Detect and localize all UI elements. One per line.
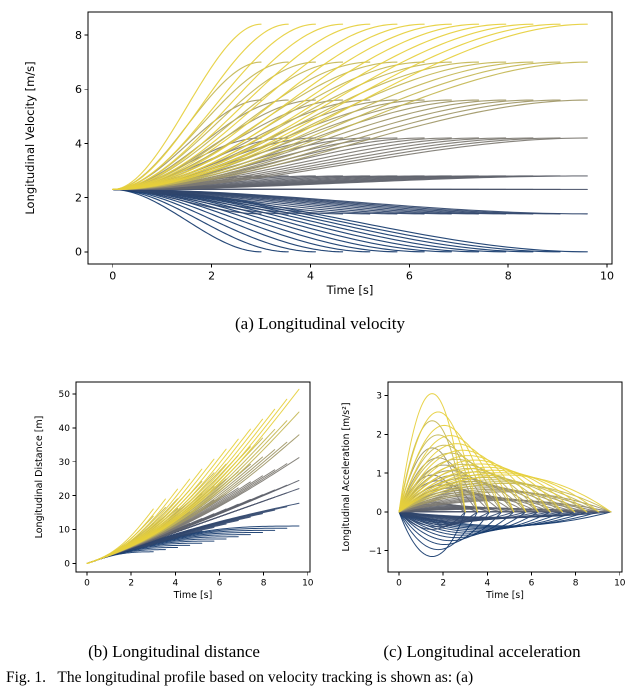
svg-text:8: 8 <box>75 29 82 42</box>
subcaption-a: (a) Longitudinal velocity <box>235 314 405 333</box>
svg-text:6: 6 <box>406 270 413 283</box>
svg-text:8: 8 <box>573 579 579 589</box>
subcaption-b: (b) Longitudinal distance <box>88 642 260 661</box>
longitudinal-velocity-chart: 0 2 4 6 8 10 0 2 4 6 8 Time [s] Longitudinal Velocit… <box>23 11 614 297</box>
figure-caption: Fig. 1. The longitudinal profile based o… <box>6 669 474 686</box>
svg-text:4: 4 <box>484 579 490 589</box>
svg-text:10: 10 <box>614 579 626 589</box>
svg-text:10: 10 <box>600 270 614 283</box>
svg-text:0: 0 <box>376 508 382 518</box>
svg-text:2: 2 <box>75 191 82 204</box>
svg-text:Longitudinal Velocity [m/s]: Longitudinal Velocity [m/s] <box>23 61 37 214</box>
svg-text:0: 0 <box>84 579 90 589</box>
svg-text:6: 6 <box>529 579 535 589</box>
subcaption-c: (c) Longitudinal acceleration <box>383 642 581 661</box>
svg-text:0: 0 <box>396 579 402 589</box>
svg-text:Longitudinal Acceleration [m/s: Longitudinal Acceleration [m/s²] <box>341 403 352 552</box>
svg-text:1: 1 <box>376 469 382 479</box>
svg-text:30: 30 <box>59 458 71 468</box>
svg-text:10: 10 <box>59 526 71 536</box>
svg-text:8: 8 <box>505 270 512 283</box>
svg-text:40: 40 <box>59 424 71 434</box>
svg-text:8: 8 <box>261 579 267 589</box>
longitudinal-acceleration-chart: 0 2 4 6 8 10 −1 0 1 2 3 Time [s] Longitudinal Accele… <box>341 381 626 601</box>
svg-text:Longitudinal Distance [m]: Longitudinal Distance [m] <box>34 416 45 539</box>
svg-text:4: 4 <box>75 137 82 150</box>
svg-text:4: 4 <box>307 270 314 283</box>
svg-text:Time [s]: Time [s] <box>173 590 213 601</box>
svg-text:3: 3 <box>376 392 382 402</box>
svg-text:4: 4 <box>172 579 178 589</box>
svg-text:0: 0 <box>109 270 116 283</box>
svg-text:Time [s]: Time [s] <box>326 283 374 297</box>
svg-text:2: 2 <box>376 430 382 440</box>
svg-text:0: 0 <box>64 560 70 570</box>
svg-text:−1: −1 <box>369 547 382 557</box>
svg-text:10: 10 <box>302 579 314 589</box>
svg-text:2: 2 <box>208 270 215 283</box>
svg-text:50: 50 <box>59 390 71 400</box>
svg-text:6: 6 <box>75 83 82 96</box>
longitudinal-distance-chart: 0 2 4 6 8 10 0 10 20 30 40 50 Time [s] Longitudinal D… <box>34 381 314 601</box>
svg-text:2: 2 <box>440 579 446 589</box>
svg-text:Time [s]: Time [s] <box>485 590 524 601</box>
svg-text:6: 6 <box>217 579 223 589</box>
svg-text:2: 2 <box>128 579 134 589</box>
svg-text:20: 20 <box>59 492 71 502</box>
svg-text:0: 0 <box>75 246 82 259</box>
